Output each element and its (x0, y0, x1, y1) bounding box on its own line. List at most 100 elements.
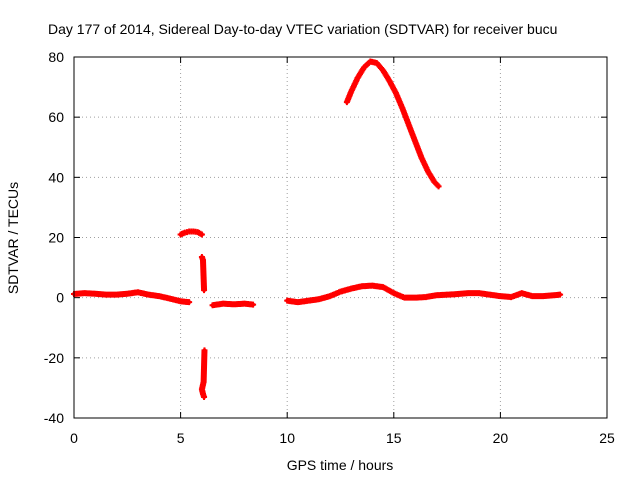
data-point (114, 292, 119, 297)
data-point (349, 89, 354, 94)
data-point (413, 295, 418, 300)
data-point (82, 291, 87, 296)
data-point (530, 294, 535, 299)
data-point (199, 387, 204, 392)
data-point (202, 288, 207, 293)
y-tick-label: -40 (44, 410, 64, 426)
data-point (387, 79, 392, 84)
data-point (413, 139, 418, 144)
x-tick-label: 10 (279, 430, 295, 446)
data-point (202, 394, 207, 399)
data-point (103, 292, 108, 297)
data-point (455, 292, 460, 297)
data-point (178, 299, 183, 304)
data-point (157, 294, 162, 299)
data-point (195, 230, 200, 235)
data-point (251, 302, 256, 307)
data-point (509, 295, 514, 300)
data-point (344, 100, 349, 105)
data-point (419, 155, 424, 160)
data-point (199, 232, 204, 237)
data-point (187, 300, 192, 305)
axis-ticks: 0 5 10 15 20 25 -40 -20 0 20 40 60 80 (44, 49, 615, 446)
data-point (242, 301, 247, 306)
data-point (436, 184, 441, 189)
data-point (202, 348, 207, 353)
series-markers (71, 289, 193, 306)
grid (74, 57, 607, 418)
data-point (182, 230, 187, 235)
data-point (370, 283, 375, 288)
data-point (368, 59, 373, 64)
data-point (355, 76, 360, 81)
y-axis-label: SDTVAR / TECUs (5, 182, 21, 294)
y-tick-label: 0 (56, 290, 64, 306)
data-point (466, 291, 471, 296)
data-point (187, 229, 192, 234)
data-point (487, 292, 492, 297)
data-point (374, 61, 379, 66)
data-point (406, 122, 411, 127)
data-point (285, 298, 290, 303)
data-point (125, 291, 130, 296)
data-point (558, 292, 563, 297)
data-point (210, 303, 215, 308)
data-point (93, 291, 98, 296)
data-point (146, 292, 151, 297)
data-point (231, 302, 236, 307)
series-arc-low (177, 228, 205, 238)
data-point (199, 255, 204, 260)
data-point (327, 294, 332, 299)
data-point (359, 284, 364, 289)
series-baseline-1 (71, 289, 193, 306)
y-tick-label: 40 (48, 169, 64, 185)
data-point (402, 295, 407, 300)
series-arc-high (343, 58, 442, 190)
series-baseline-2 (209, 300, 257, 309)
data-point (167, 296, 172, 301)
data-point (432, 179, 437, 184)
series-markers (198, 254, 208, 400)
data-point (201, 379, 206, 384)
data-point (381, 285, 386, 290)
data-point (519, 291, 524, 296)
y-tick-label: 80 (48, 49, 64, 65)
x-axis-label: GPS time / hours (287, 457, 394, 473)
y-tick-label: 20 (48, 230, 64, 246)
plot-frame (73, 56, 608, 419)
data-point (391, 291, 396, 296)
x-tick-label: 25 (599, 430, 615, 446)
data-point (425, 169, 430, 174)
y-tick-label: 60 (48, 109, 64, 125)
y-tick-label: -20 (44, 350, 64, 366)
data-series (71, 58, 564, 400)
x-tick-label: 0 (70, 430, 78, 446)
data-point (381, 68, 386, 73)
series-drop (198, 254, 208, 400)
data-point (295, 300, 300, 305)
data-point (445, 292, 450, 297)
data-point (393, 91, 398, 96)
chart-title: Day 177 of 2014, Sidereal Day-to-day VTE… (48, 21, 557, 37)
data-point (200, 391, 205, 396)
data-point (135, 290, 140, 295)
data-point (551, 293, 556, 298)
data-point (361, 65, 366, 70)
data-point (200, 258, 205, 263)
data-point (191, 229, 196, 234)
data-point (221, 301, 226, 306)
data-point (349, 286, 354, 291)
data-point (498, 294, 503, 299)
data-point (317, 297, 322, 302)
x-tick-label: 5 (177, 430, 185, 446)
data-point (306, 298, 311, 303)
series-baseline-3 (284, 282, 564, 306)
data-point (434, 293, 439, 298)
data-point (178, 232, 183, 237)
data-point (541, 294, 546, 299)
data-point (400, 106, 405, 111)
data-point (477, 291, 482, 296)
data-point (338, 289, 343, 294)
x-tick-label: 20 (493, 430, 509, 446)
